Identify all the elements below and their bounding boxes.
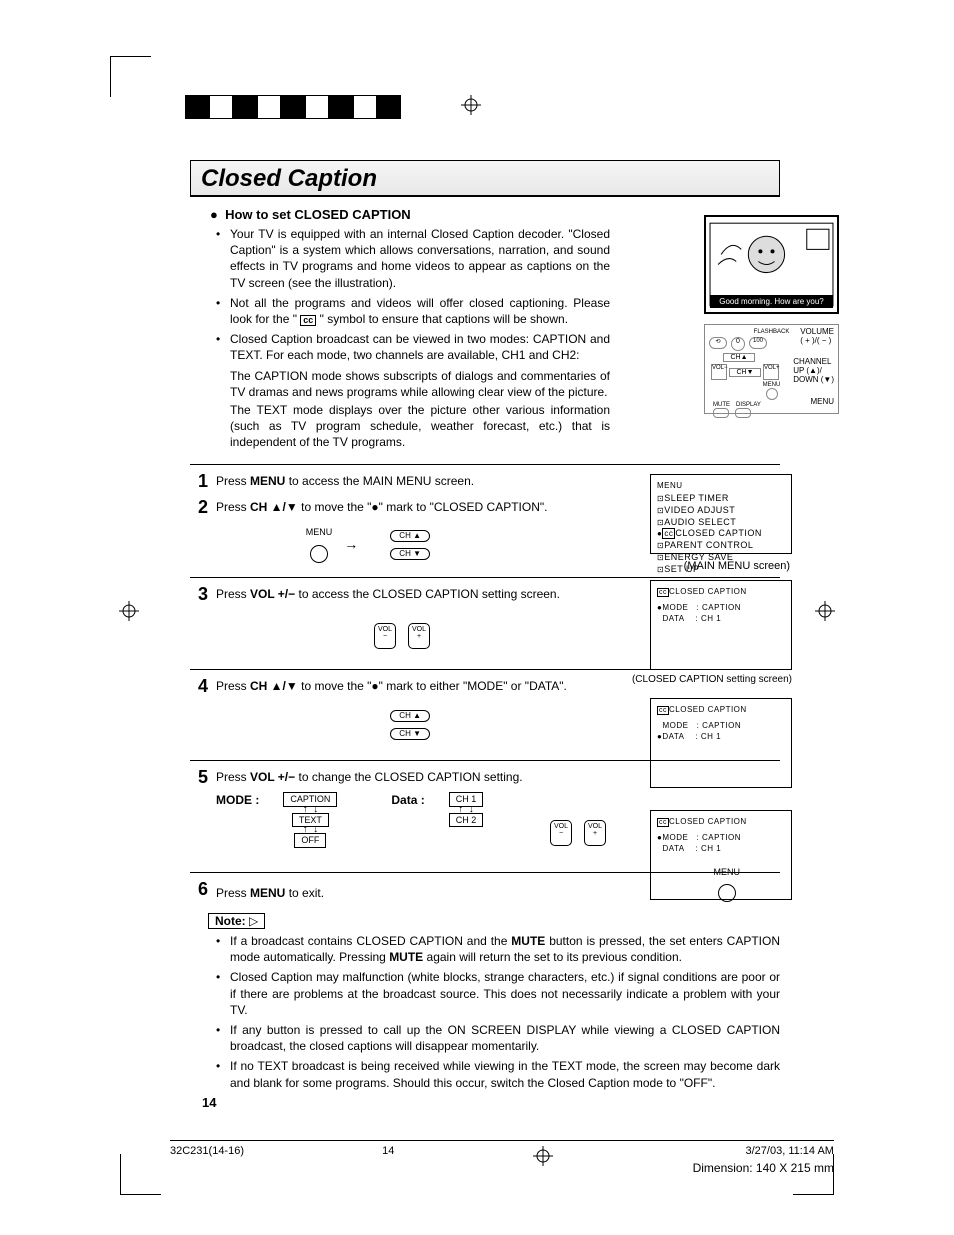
how-to-heading: ● How to set CLOSED CAPTION (210, 207, 780, 222)
menu-button-icon (718, 884, 736, 902)
section-title: Closed Caption (190, 160, 780, 197)
registration-mark-icon (532, 1145, 554, 1167)
data-options-diagram: CH 1 ↑ ↓ CH 2 (449, 792, 484, 827)
step-number: 6 (190, 879, 216, 905)
caption-mode-paragraph: The CAPTION mode shows subscripts of dia… (230, 368, 780, 400)
main-content: Closed Caption ● How to set CLOSED CAPTI… (190, 160, 780, 1110)
step-number: 4 (190, 676, 216, 741)
registration-mark-icon (814, 600, 836, 622)
remote-volume-label: VOLUME (800, 327, 834, 336)
step-text: Press MENU to exit. MENU (216, 881, 780, 905)
color-swatch-bar-gray (185, 95, 401, 119)
vol-up-button: VOL + (408, 623, 430, 649)
arrow-right-icon: → (344, 535, 358, 555)
footer-file: 32C231(14-16) (170, 1145, 244, 1157)
screen-caption: (MAIN MENU screen) (684, 560, 790, 572)
footer-page: 14 (382, 1145, 394, 1157)
note-item: Closed Caption may malfunction (white bl… (220, 969, 780, 1018)
cc-setting-screen: ccCLOSED CAPTION ●MODE : CAPTION DATA : … (650, 580, 792, 670)
mode-label: MODE : (216, 792, 259, 809)
intro-bullets: Your TV is equipped with an internal Clo… (220, 226, 780, 364)
manual-page: Good morning. How are you? FLASHBACK ⟲ 0… (0, 0, 954, 1235)
intro-item: Not all the programs and videos will off… (220, 295, 610, 327)
note-item: If a broadcast contains CLOSED CAPTION a… (220, 933, 780, 965)
data-label: Data : (391, 792, 424, 809)
main-menu-screen: MENU ⊡SLEEP TIMER ⊡VIDEO ADJUST ⊡AUDIO S… (650, 474, 792, 554)
step-number: 5 (190, 767, 216, 848)
ch-down-button: CH ▼ (390, 728, 430, 740)
crop-mark (110, 56, 151, 97)
note-item: If no TEXT broadcast is being received w… (220, 1058, 780, 1090)
ch-up-button: CH ▲ (390, 530, 430, 542)
vol-down-button: VOL − (374, 623, 396, 649)
crop-mark (793, 1154, 834, 1195)
menu-label: MENU (714, 866, 741, 879)
page-number: 14 (202, 1095, 780, 1110)
mode-options-diagram: CAPTION ↑ ↓ TEXT ↑ ↓ OFF (283, 792, 337, 848)
step-number: 3 (190, 584, 216, 649)
cc-symbol-icon: cc (300, 315, 316, 326)
menu-button-icon (310, 545, 328, 563)
notes-list: If a broadcast contains CLOSED CAPTION a… (220, 933, 780, 1091)
vol-up-button: VOL + (584, 820, 606, 846)
ch-up-button: CH ▲ (390, 710, 430, 722)
registration-mark-icon (118, 600, 140, 622)
vol-down-button: VOL − (550, 820, 572, 846)
page-footer: 32C231(14-16) 14 3/27/03, 11:14 AM Dimen… (170, 1140, 834, 1175)
remote-channel-label: CHANNEL (793, 357, 831, 366)
step-number: 2 (190, 497, 216, 562)
ch-down-button: CH ▼ (390, 548, 430, 560)
step-number: 1 (190, 471, 216, 497)
registration-mark-icon (460, 94, 482, 116)
crop-mark (120, 1154, 161, 1195)
text-mode-paragraph: The TEXT mode displays over the picture … (230, 402, 780, 451)
menu-label: MENU (306, 526, 333, 539)
intro-item: Your TV is equipped with an internal Clo… (220, 226, 610, 291)
note-item: If any button is pressed to call up the … (220, 1022, 780, 1054)
intro-item: Closed Caption broadcast can be viewed i… (220, 331, 610, 363)
remote-menu-label: MENU (810, 397, 834, 406)
note-heading: Note: (208, 913, 265, 929)
